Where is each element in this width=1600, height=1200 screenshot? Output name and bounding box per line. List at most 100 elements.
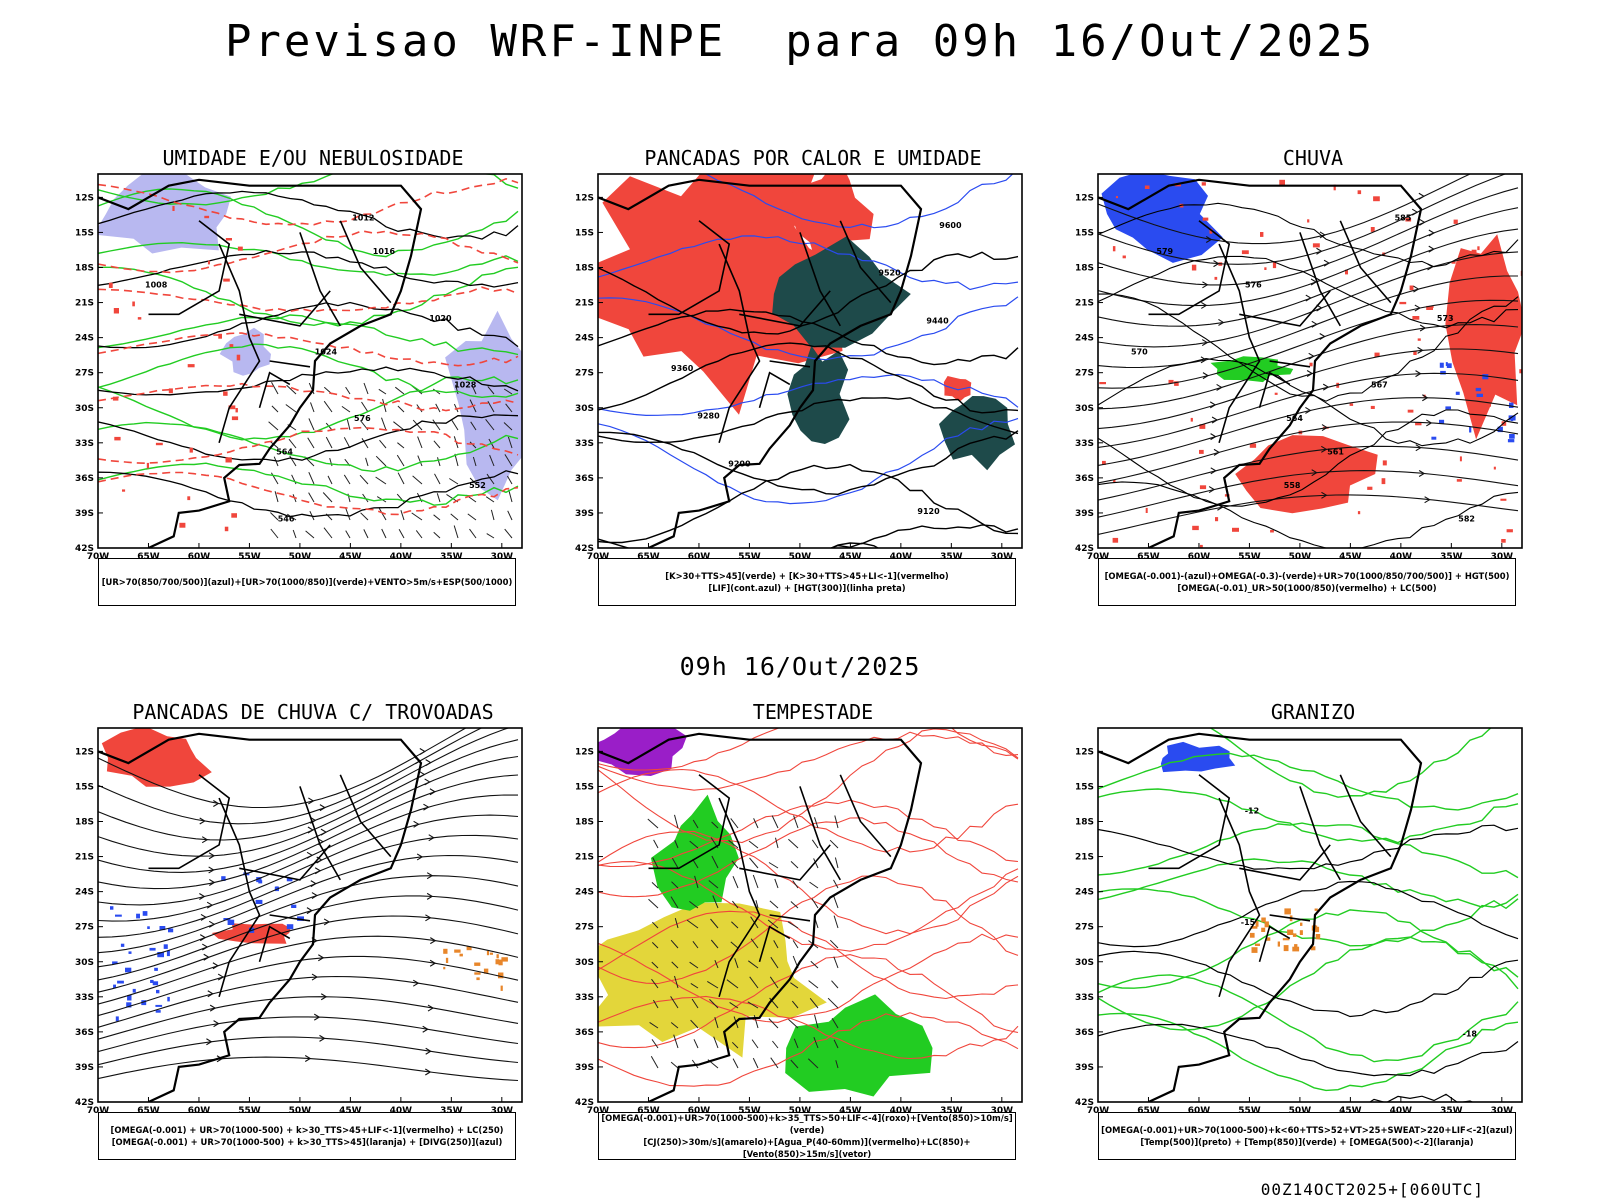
wind-vector [807, 1058, 819, 1069]
streamline [98, 834, 519, 938]
rain-speckle [1168, 379, 1174, 384]
streamline-arrow [212, 962, 219, 970]
wind-vector [731, 1041, 739, 1049]
lon-label: 50W [1289, 552, 1312, 562]
omega500-speckle-orange [1313, 926, 1320, 933]
wind-vector [709, 999, 719, 1009]
wind-vector [472, 456, 477, 467]
streamline-arrow [206, 1038, 213, 1046]
wind-vector [453, 403, 459, 413]
lat-label: 18S [75, 818, 94, 828]
rain-speckle [1456, 479, 1462, 482]
rain-speckle [1333, 184, 1336, 191]
omega-speckle [1510, 415, 1514, 422]
lat-label: 30S [75, 404, 94, 414]
streamline-arrow [412, 979, 420, 987]
wind-vector [775, 837, 779, 849]
lon-label: 65W [637, 552, 660, 562]
omega500-speckle-orange [1264, 921, 1269, 928]
wind-vector [714, 960, 719, 969]
humidity-speckle [224, 526, 229, 532]
lon-label: 30W [1491, 1106, 1514, 1116]
map-chuva: 585 579 576 573 570 567 564 561 558 582 12S 15S 18S 2… [1075, 173, 1523, 562]
wind-vector [730, 941, 739, 949]
thunderstorm-speckle-orange [454, 949, 461, 953]
wind-vector [506, 475, 513, 485]
wind-vector [651, 978, 659, 989]
streamline [1098, 207, 1519, 307]
lon-label: 55W [738, 552, 761, 562]
wind-vector [323, 527, 333, 539]
wind-vector [345, 386, 351, 395]
wind-vector [288, 438, 297, 449]
wind-vector [707, 980, 719, 989]
rain-speckle [1483, 396, 1490, 399]
border-line [239, 290, 331, 327]
wind-vector [751, 1039, 759, 1049]
streamline [98, 975, 519, 1028]
border-line [148, 220, 231, 316]
wind-vector [690, 1019, 699, 1029]
border-line [1239, 844, 1331, 881]
legend-line-1: [OMEGA(-0.001)+UR>70(1000-500)+k>35_TTS>… [601, 1113, 1013, 1135]
wind-vector [308, 471, 315, 485]
thickness-contour [98, 286, 519, 313]
lc850-contour [598, 728, 1019, 771]
wind-vector [831, 980, 839, 989]
lat-label: 36S [75, 474, 94, 484]
humidity-speckle [187, 496, 191, 501]
divergence-speckle [152, 981, 159, 986]
lat-label: 39S [1075, 1063, 1094, 1073]
panel-trovoadas: PANCADAS DE CHUVA C/ TROVOADAS 12S 15S 18S… [75, 700, 528, 1170]
rain-speckle [1309, 362, 1313, 367]
map-layers: 9600 9520 9440 9360 9280 9200 9120 [598, 174, 1022, 548]
border-line [758, 371, 791, 409]
wind-vector [433, 531, 441, 539]
wind-vector [653, 839, 659, 849]
panel-legend: [OMEGA(-0.001)+UR>70(1000-500)+k>35_TTS>… [598, 1112, 1016, 1160]
lat-label: 15S [1075, 228, 1094, 238]
humidity-contour-low [98, 266, 519, 327]
wind-vector [325, 436, 333, 449]
rain-speckle [1493, 466, 1496, 470]
legend-line-1: [OMEGA(-0.001) + UR>70(1000-500) + k>30_… [110, 1125, 504, 1135]
contour-label: 1008 [145, 281, 168, 290]
humidity-contour-low [98, 174, 519, 206]
divergence-speckle [168, 928, 174, 933]
streamline-arrow [425, 1068, 432, 1076]
rain-speckle [1099, 382, 1106, 385]
legend-line-2: [OMEGA(-0.01)_UR>50(1000/850)(vermelho) … [1177, 583, 1437, 593]
wind-vector [813, 1037, 819, 1049]
border-line [739, 290, 831, 327]
streamline-arrow [1422, 394, 1429, 402]
rain-speckle [1264, 267, 1267, 270]
lat-label: 39S [575, 1063, 594, 1073]
streamline-arrow [423, 803, 430, 811]
streamline [98, 895, 519, 981]
lon-label: 65W [1137, 1106, 1160, 1116]
humidity-speckle [235, 408, 238, 413]
panel-legend: [K>30+TTS>45](verde) + [K>30+TTS>45+LI<-… [598, 558, 1016, 606]
legend-line-2: [CJ(250)>30m/s](amarelo)+[Agua_P(40-60mm… [643, 1137, 971, 1159]
lat-label: 24S [1075, 334, 1094, 344]
wind-vector [833, 956, 839, 969]
omega-speckle [1476, 393, 1483, 397]
thunderstorm-speckle-orange [501, 957, 508, 962]
wind-vector [692, 819, 699, 829]
streamline-arrow [199, 934, 207, 942]
wind-vector [503, 422, 513, 431]
lon-label: 70W [587, 552, 610, 562]
pressure-isobar [98, 366, 519, 396]
border-line [258, 371, 291, 409]
wind-vector [748, 840, 759, 849]
streamline-arrow [304, 1055, 312, 1063]
wind-vector [455, 384, 459, 395]
streamline-arrow [429, 788, 436, 796]
rain-speckle [1285, 448, 1289, 455]
hgt300-contour [598, 397, 1019, 444]
divergence-speckle [221, 876, 226, 881]
panel-legend: [OMEGA(-0.001)-(azul)+OMEGA(-0.3)-(verde… [1098, 558, 1516, 606]
wind-vector [360, 512, 369, 521]
wind-vector [470, 421, 477, 431]
wind-vector [749, 857, 759, 869]
